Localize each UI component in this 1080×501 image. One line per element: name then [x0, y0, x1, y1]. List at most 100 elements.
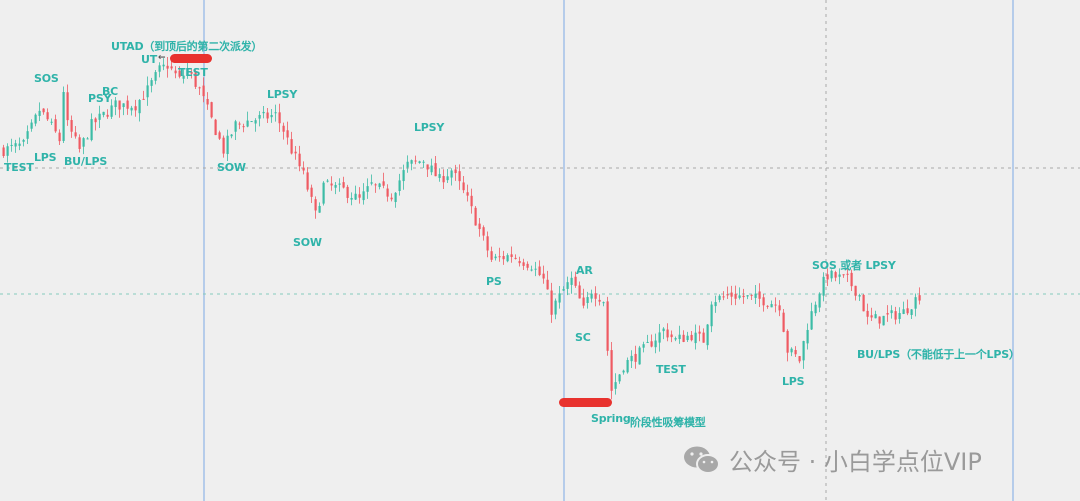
candle-body [294, 151, 297, 154]
candle-body [250, 121, 253, 123]
candle-body [414, 160, 417, 162]
candle-body [510, 254, 513, 257]
candle-body [670, 334, 673, 338]
candle-body [194, 72, 197, 87]
candle-body [230, 134, 233, 137]
candle-body [46, 112, 49, 120]
candle-body [690, 334, 693, 341]
candle-body [402, 170, 405, 182]
label-lps: LPS [34, 151, 57, 164]
label-test: TEST [656, 363, 686, 376]
candle-body [290, 139, 293, 154]
label-ut: UT [141, 53, 158, 66]
candle-body [266, 112, 269, 119]
candle-body [258, 115, 261, 119]
candle-body [842, 274, 845, 276]
candle-body [794, 350, 797, 355]
candle-body [30, 122, 33, 129]
candle-body [106, 114, 109, 117]
candle-body [466, 192, 469, 196]
candle-body [730, 292, 733, 297]
red-highlight-marker [559, 398, 612, 407]
candle-body [526, 263, 529, 268]
candle-body [410, 160, 413, 164]
candle-body [778, 305, 781, 311]
candle-body [434, 163, 437, 177]
candle-body [130, 107, 133, 111]
label-test-top: TEST [178, 66, 208, 79]
candle-body [82, 138, 85, 147]
candle-body [618, 374, 621, 382]
candle-body [798, 356, 801, 362]
candle-body [206, 98, 209, 105]
candle-body [274, 112, 277, 114]
candle-body [26, 131, 29, 139]
candle-body [210, 102, 213, 118]
candle-body [590, 293, 593, 299]
candle-body [262, 111, 265, 114]
candle-body [722, 296, 725, 298]
candle-body [554, 300, 557, 315]
label-utad: UTAD（到顶后的第二次派发） [111, 40, 263, 53]
candle-body [890, 310, 893, 314]
candle-body [334, 184, 337, 188]
label-bc: BC [102, 85, 119, 98]
candle-body [390, 197, 393, 200]
candle-body [538, 266, 541, 276]
candle-body [382, 181, 385, 186]
candle-body [874, 314, 877, 319]
candle-body [830, 270, 833, 279]
candle-body [810, 311, 813, 330]
candle-body [350, 197, 353, 200]
candle-body [34, 114, 37, 124]
candle-body [218, 132, 221, 139]
arrow-left-icon: ← [158, 53, 166, 63]
candle-body [394, 192, 397, 203]
candle-body [514, 257, 517, 259]
candle-body [606, 301, 609, 351]
candle-body [694, 332, 697, 344]
candle-body [522, 262, 525, 266]
candle-body [134, 106, 137, 111]
label-ps: PS [486, 275, 502, 288]
red-highlight-marker [170, 54, 212, 63]
candle-body [318, 205, 321, 213]
candle-body [138, 100, 141, 114]
candle-body [430, 165, 433, 173]
candle-body [610, 350, 613, 391]
candle-body [586, 297, 589, 304]
candle-body [678, 334, 681, 340]
candle-body [866, 310, 869, 317]
candle-body [458, 171, 461, 182]
candle-body [802, 341, 805, 361]
candle-body [94, 118, 97, 123]
candle-body [886, 313, 889, 315]
candle-body [746, 295, 749, 297]
candle-body [766, 305, 769, 307]
candle-body [630, 355, 633, 362]
candle-body [638, 347, 641, 365]
candle-body [174, 70, 177, 74]
candle-body [758, 291, 761, 299]
candle-body [826, 274, 829, 280]
candle-body [862, 294, 865, 312]
candle-body [66, 92, 69, 121]
candle-body [598, 299, 601, 302]
label-sow: SOW [293, 236, 322, 249]
candle-body [86, 138, 89, 140]
candle-body [234, 121, 237, 132]
candle-body [122, 103, 125, 108]
candle-body [306, 172, 309, 190]
candle-body [450, 170, 453, 178]
candle-body [574, 276, 577, 286]
candle-body [354, 193, 357, 200]
candle-body [62, 92, 65, 141]
candle-body [518, 261, 521, 264]
label-spring: Spring [591, 412, 631, 425]
label-accumulation-model: 阶段性吸筹模型 [630, 416, 706, 429]
candle-body [90, 119, 93, 141]
label-sow: SOW [217, 161, 246, 174]
candle-body [762, 297, 765, 306]
candle-body [426, 164, 429, 170]
